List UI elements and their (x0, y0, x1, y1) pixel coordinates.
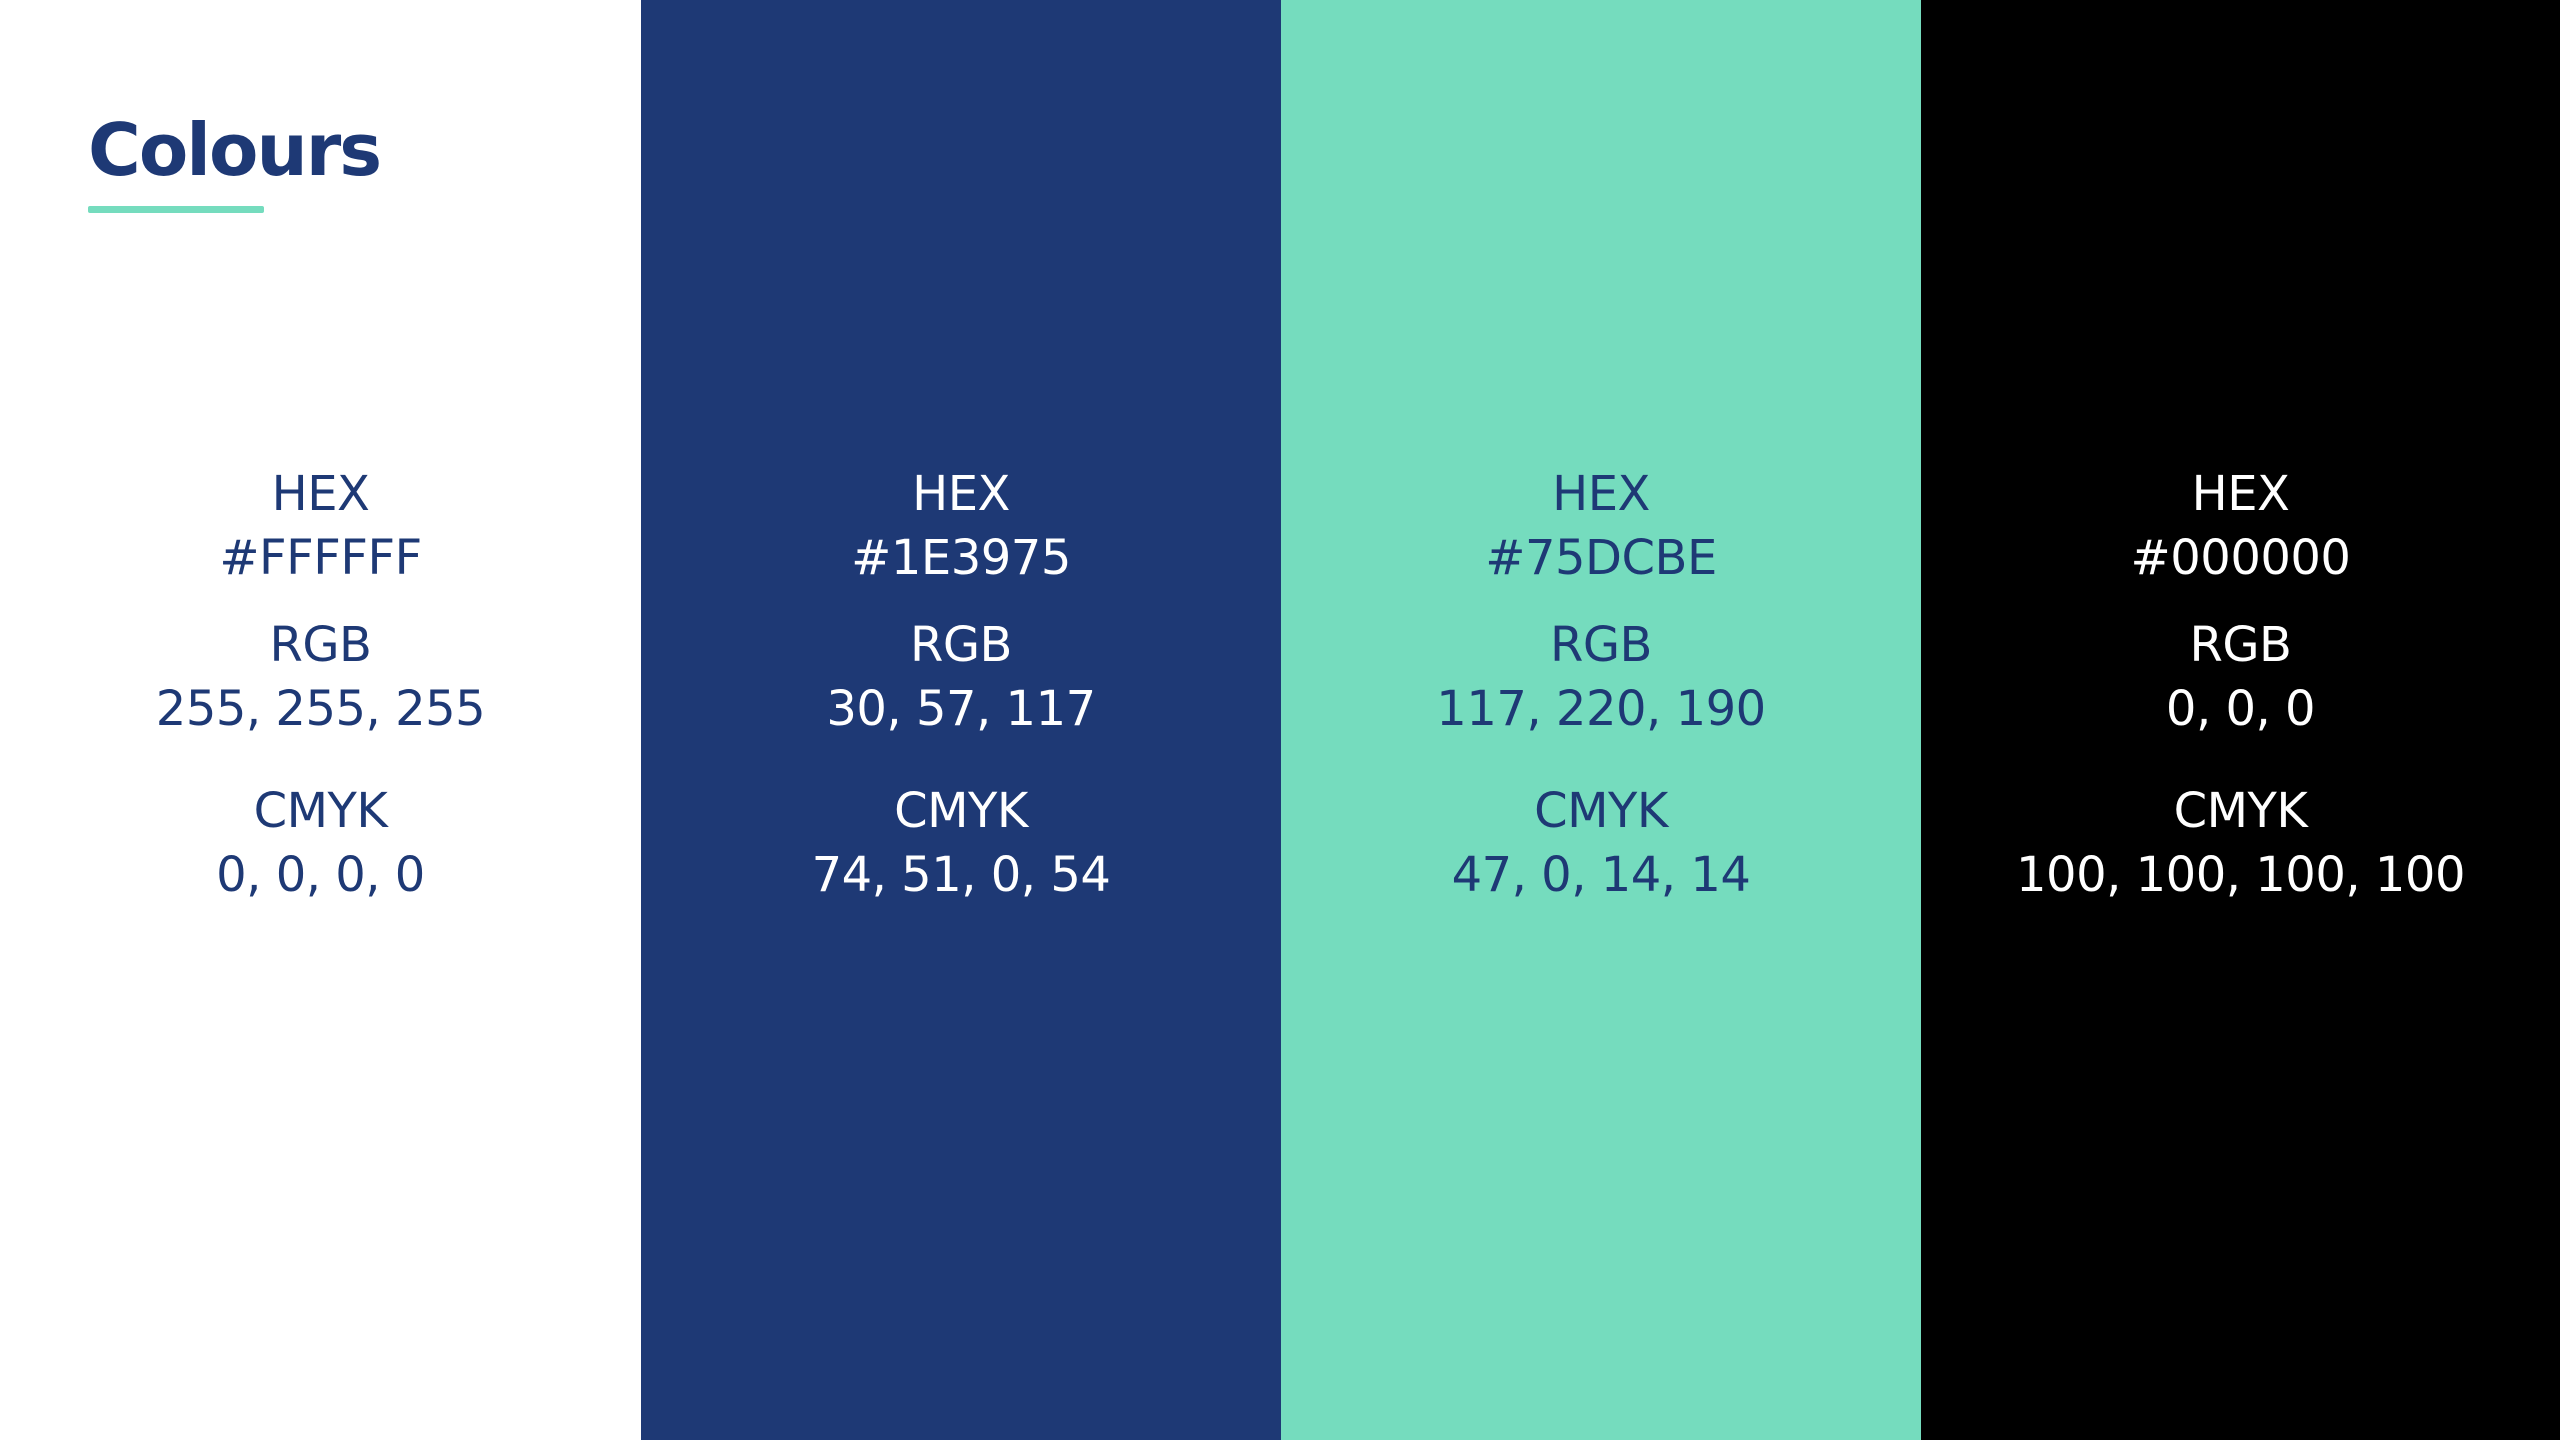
hex-value: #000000 (2130, 530, 2351, 586)
swatch-black: HEX #000000 RGB 0, 0, 0 CMYK 100, 100, 1… (1921, 0, 2560, 1440)
hex-label: HEX (271, 466, 370, 522)
rgb-label: RGB (1550, 617, 1652, 673)
rgb-value: 117, 220, 190 (1436, 681, 1766, 737)
rgb-label: RGB (910, 617, 1012, 673)
rgb-value: 255, 255, 255 (155, 681, 486, 737)
cmyk-value: 100, 100, 100, 100 (2015, 847, 2466, 903)
swatch-mint: HEX #75DCBE RGB 117, 220, 190 CMYK 47, 0… (1281, 0, 1921, 1440)
swatch-navy: HEX #1E3975 RGB 30, 57, 117 CMYK 74, 51,… (641, 0, 1281, 1440)
cmyk-label: CMYK (894, 783, 1028, 839)
rgb-value: 30, 57, 117 (826, 681, 1096, 737)
title-underline (88, 206, 264, 213)
swatch-info: HEX #000000 RGB 0, 0, 0 CMYK 100, 100, 1… (1921, 462, 2560, 907)
cmyk-value: 0, 0, 0, 0 (216, 847, 425, 903)
rgb-label: RGB (2189, 617, 2292, 673)
cmyk-value: 47, 0, 14, 14 (1451, 847, 1751, 903)
cmyk-label: CMYK (253, 783, 388, 839)
hex-value: #75DCBE (1485, 530, 1717, 586)
hex-value: #1E3975 (851, 530, 1071, 586)
hex-label: HEX (1552, 466, 1650, 522)
hex-label: HEX (912, 466, 1010, 522)
rgb-label: RGB (269, 617, 372, 673)
hex-label: HEX (2191, 466, 2290, 522)
cmyk-label: CMYK (1534, 783, 1668, 839)
swatch-info: HEX #75DCBE RGB 117, 220, 190 CMYK 47, 0… (1281, 462, 1921, 907)
title-block: Colours (88, 108, 382, 213)
rgb-value: 0, 0, 0 (2165, 681, 2316, 737)
cmyk-label: CMYK (2173, 783, 2308, 839)
swatch-white: HEX #FFFFFF RGB 255, 255, 255 CMYK 0, 0,… (0, 0, 641, 1440)
hex-value: #FFFFFF (219, 530, 422, 586)
cmyk-value: 74, 51, 0, 54 (811, 847, 1111, 903)
page-title: Colours (88, 108, 382, 192)
swatch-info: HEX #1E3975 RGB 30, 57, 117 CMYK 74, 51,… (641, 462, 1281, 907)
swatch-info: HEX #FFFFFF RGB 255, 255, 255 CMYK 0, 0,… (0, 462, 641, 907)
